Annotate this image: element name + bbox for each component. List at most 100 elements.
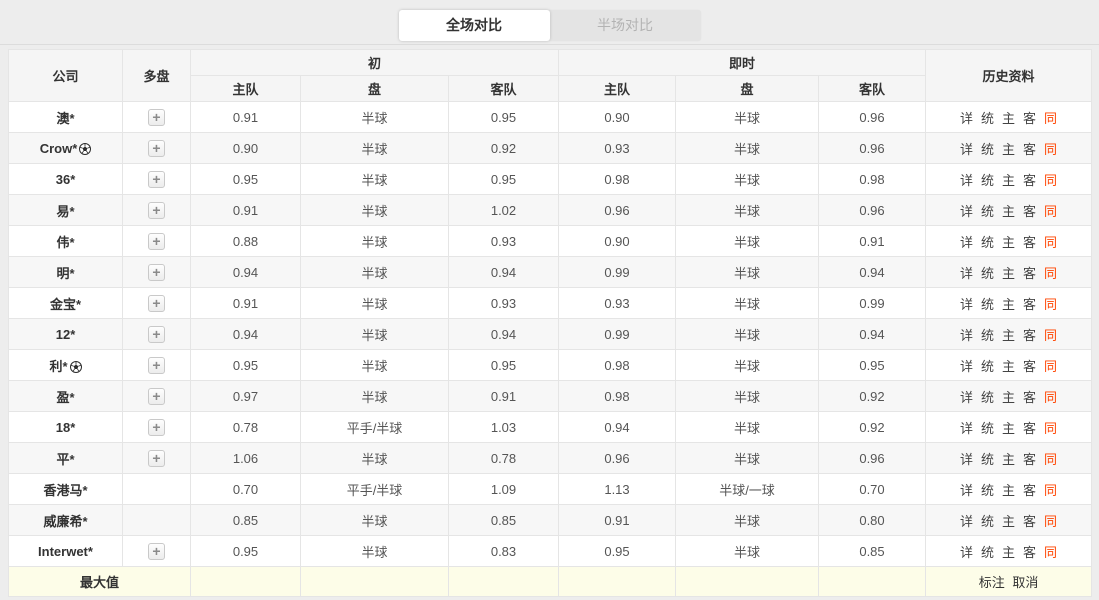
history-link-same[interactable]: 同	[1044, 358, 1058, 374]
history-link-same[interactable]: 同	[1044, 110, 1058, 126]
history-link-stats[interactable]: 统	[980, 234, 994, 250]
history-link-home[interactable]: 主	[1002, 234, 1016, 250]
history-link-same[interactable]: 同	[1044, 265, 1058, 281]
history-link-same[interactable]: 同	[1044, 296, 1058, 312]
history-link-away[interactable]: 客	[1023, 544, 1037, 560]
company-name: 明*	[56, 265, 75, 281]
history-link-away[interactable]: 客	[1023, 172, 1037, 188]
history-link-stats[interactable]: 统	[980, 420, 994, 436]
multi-expand-button[interactable]: +	[148, 201, 165, 219]
history-link-home[interactable]: 主	[1002, 172, 1016, 188]
history-link-detail[interactable]: 详	[959, 110, 973, 126]
history-link-same[interactable]: 同	[1044, 141, 1058, 157]
history-link-away[interactable]: 客	[1023, 203, 1037, 219]
history-link-detail[interactable]: 详	[959, 482, 973, 498]
history-link-detail[interactable]: 详	[959, 451, 973, 467]
odds-row: Interwet* + 0.95 半球 0.83 0.95 半球 0.85 详统…	[8, 535, 1093, 567]
history-link-away[interactable]: 客	[1023, 265, 1037, 281]
history-link-stats[interactable]: 统	[980, 327, 994, 343]
history-link-away[interactable]: 客	[1023, 513, 1037, 529]
multi-expand-button[interactable]: +	[148, 294, 165, 312]
history-link-detail[interactable]: 详	[959, 327, 973, 343]
multi-expand-button[interactable]: +	[148, 263, 165, 281]
history-link-home[interactable]: 主	[1002, 296, 1016, 312]
history-link-home[interactable]: 主	[1002, 482, 1016, 498]
history-link-away[interactable]: 客	[1023, 420, 1037, 436]
history-link-detail[interactable]: 详	[959, 296, 973, 312]
history-link-same[interactable]: 同	[1044, 451, 1058, 467]
history-link-stats[interactable]: 统	[980, 203, 994, 219]
history-links-cell: 详统主客同	[925, 225, 1093, 257]
history-link-stats[interactable]: 统	[980, 451, 994, 467]
history-link-away[interactable]: 客	[1023, 358, 1037, 374]
history-link-detail[interactable]: 详	[959, 513, 973, 529]
history-link-same[interactable]: 同	[1044, 482, 1058, 498]
history-link-home[interactable]: 主	[1002, 513, 1016, 529]
history-link-home[interactable]: 主	[1002, 327, 1016, 343]
history-link-detail[interactable]: 详	[959, 141, 973, 157]
init-handicap: 半球	[300, 442, 449, 474]
history-link-same[interactable]: 同	[1044, 327, 1058, 343]
history-link-stats[interactable]: 统	[980, 141, 994, 157]
init-away-odds: 0.95	[448, 349, 559, 381]
history-link-away[interactable]: 客	[1023, 296, 1037, 312]
history-link-home[interactable]: 主	[1002, 110, 1016, 126]
history-link-stats[interactable]: 统	[980, 482, 994, 498]
history-link-stats[interactable]: 统	[980, 172, 994, 188]
history-link-home[interactable]: 主	[1002, 265, 1016, 281]
odds-row: 平* + 1.06 半球 0.78 0.96 半球 0.96 详统主客同	[8, 442, 1093, 474]
multi-expand-button[interactable]: +	[148, 387, 165, 405]
history-link-stats[interactable]: 统	[980, 110, 994, 126]
history-link-home[interactable]: 主	[1002, 544, 1016, 560]
cancel-link[interactable]: 取消	[1012, 575, 1039, 590]
history-link-same[interactable]: 同	[1044, 389, 1058, 405]
multi-expand-button[interactable]: +	[148, 356, 165, 374]
history-link-away[interactable]: 客	[1023, 110, 1037, 126]
history-link-detail[interactable]: 详	[959, 420, 973, 436]
tab-full-comparison[interactable]: 全场对比	[398, 10, 550, 41]
multi-expand-button[interactable]: +	[148, 542, 165, 560]
history-link-home[interactable]: 主	[1002, 420, 1016, 436]
multi-expand-button[interactable]: +	[148, 418, 165, 436]
history-link-away[interactable]: 客	[1023, 451, 1037, 467]
history-link-same[interactable]: 同	[1044, 172, 1058, 188]
history-link-stats[interactable]: 统	[980, 513, 994, 529]
history-link-home[interactable]: 主	[1002, 203, 1016, 219]
history-link-detail[interactable]: 详	[959, 358, 973, 374]
history-link-away[interactable]: 客	[1023, 482, 1037, 498]
history-link-home[interactable]: 主	[1002, 358, 1016, 374]
multi-expand-button[interactable]: +	[148, 108, 165, 126]
history-link-stats[interactable]: 统	[980, 358, 994, 374]
history-link-detail[interactable]: 详	[959, 544, 973, 560]
history-link-stats[interactable]: 统	[980, 389, 994, 405]
history-link-stats[interactable]: 统	[980, 296, 994, 312]
multi-expand-button[interactable]: +	[148, 325, 165, 343]
multi-expand-button[interactable]: +	[148, 139, 165, 157]
history-link-home[interactable]: 主	[1002, 389, 1016, 405]
history-link-same[interactable]: 同	[1044, 234, 1058, 250]
multi-expand-button[interactable]: +	[148, 449, 165, 467]
history-link-home[interactable]: 主	[1002, 451, 1016, 467]
history-link-home[interactable]: 主	[1002, 141, 1016, 157]
history-link-same[interactable]: 同	[1044, 513, 1058, 529]
history-link-stats[interactable]: 统	[980, 544, 994, 560]
history-link-away[interactable]: 客	[1023, 234, 1037, 250]
multi-expand-button[interactable]: +	[148, 232, 165, 250]
multi-expand-button[interactable]: +	[148, 170, 165, 188]
history-link-detail[interactable]: 详	[959, 265, 973, 281]
history-link-detail[interactable]: 详	[959, 389, 973, 405]
multi-odds-cell: +	[122, 101, 191, 133]
history-link-stats[interactable]: 统	[980, 265, 994, 281]
history-link-detail[interactable]: 详	[959, 203, 973, 219]
max-init-home-cell	[190, 566, 301, 597]
history-link-away[interactable]: 客	[1023, 141, 1037, 157]
history-link-detail[interactable]: 详	[959, 234, 973, 250]
history-link-away[interactable]: 客	[1023, 389, 1037, 405]
history-link-same[interactable]: 同	[1044, 420, 1058, 436]
history-link-away[interactable]: 客	[1023, 327, 1037, 343]
history-link-detail[interactable]: 详	[959, 172, 973, 188]
history-link-same[interactable]: 同	[1044, 203, 1058, 219]
mark-link[interactable]: 标注	[978, 575, 1005, 590]
tab-half-comparison[interactable]: 半场对比	[597, 17, 653, 33]
history-link-same[interactable]: 同	[1044, 544, 1058, 560]
